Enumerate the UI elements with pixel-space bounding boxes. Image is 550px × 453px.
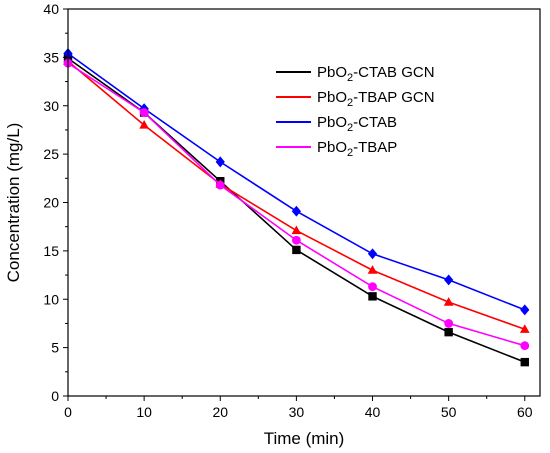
series-line xyxy=(67,60,526,330)
y-tick-label: 30 xyxy=(43,98,59,114)
legend-label: PbO2-CTAB GCN xyxy=(317,64,435,84)
x-tick-label: 40 xyxy=(365,404,381,420)
data-point xyxy=(291,235,301,245)
data-point xyxy=(519,324,530,333)
y-tick-label: 25 xyxy=(43,146,59,162)
x-tick-label: 30 xyxy=(289,404,305,420)
legend-label: PbO2-TBAP xyxy=(317,139,397,159)
legend-entry: PbO2-CTAB xyxy=(276,114,397,134)
data-point xyxy=(444,319,454,328)
data-point xyxy=(367,265,378,274)
y-tick-label: 10 xyxy=(43,291,59,307)
data-point xyxy=(368,282,377,292)
plot-marks xyxy=(63,48,530,367)
data-point xyxy=(368,292,377,301)
series-line xyxy=(67,52,526,311)
legend-label: PbO2-TBAP GCN xyxy=(317,89,435,109)
legend: PbO2-CTAB GCN PbO2-TBAP GCN PbO2-CTAB PbO2-… xyxy=(276,64,435,159)
legend-label: PbO2-CTAB xyxy=(317,114,397,134)
x-axis-title: Time (min) xyxy=(264,429,345,448)
legend-entry: PbO2-TBAP xyxy=(276,139,397,159)
series-line xyxy=(67,62,525,347)
y-tick-label: 35 xyxy=(43,49,59,65)
data-point xyxy=(291,225,302,235)
data-point xyxy=(444,327,453,337)
axis-ticks: 0 10 20 30 40 50 60 0 5 10 15 20 25 30 35 40 xyxy=(43,1,532,420)
legend-entry: PbO2-TBAP GCN xyxy=(276,89,435,109)
data-point xyxy=(520,304,530,316)
data-point xyxy=(520,357,529,367)
x-tick-label: 10 xyxy=(136,404,152,420)
x-tick-label: 50 xyxy=(441,404,457,420)
series-2 xyxy=(63,48,530,316)
data-point xyxy=(291,205,302,217)
x-tick-label: 0 xyxy=(64,404,72,420)
y-tick-label: 40 xyxy=(43,1,59,17)
data-point xyxy=(139,120,149,129)
data-point xyxy=(443,297,454,306)
data-point xyxy=(520,341,530,351)
data-point xyxy=(139,108,149,117)
data-point xyxy=(444,274,454,286)
data-point xyxy=(215,180,225,190)
plot-frame xyxy=(67,8,541,397)
x-tick-label: 60 xyxy=(517,404,533,420)
data-point xyxy=(292,245,301,255)
series-3 xyxy=(63,58,530,351)
y-axis-title: Concentration (mg/L) xyxy=(4,123,23,283)
y-tick-label: 0 xyxy=(51,388,59,404)
legend-entry: PbO2-CTAB GCN xyxy=(276,64,435,84)
data-point xyxy=(215,156,225,168)
y-tick-label: 20 xyxy=(43,195,59,211)
x-tick-label: 20 xyxy=(212,404,228,420)
data-point xyxy=(367,248,378,260)
y-tick-label: 5 xyxy=(51,340,59,356)
y-tick-label: 15 xyxy=(43,243,59,259)
